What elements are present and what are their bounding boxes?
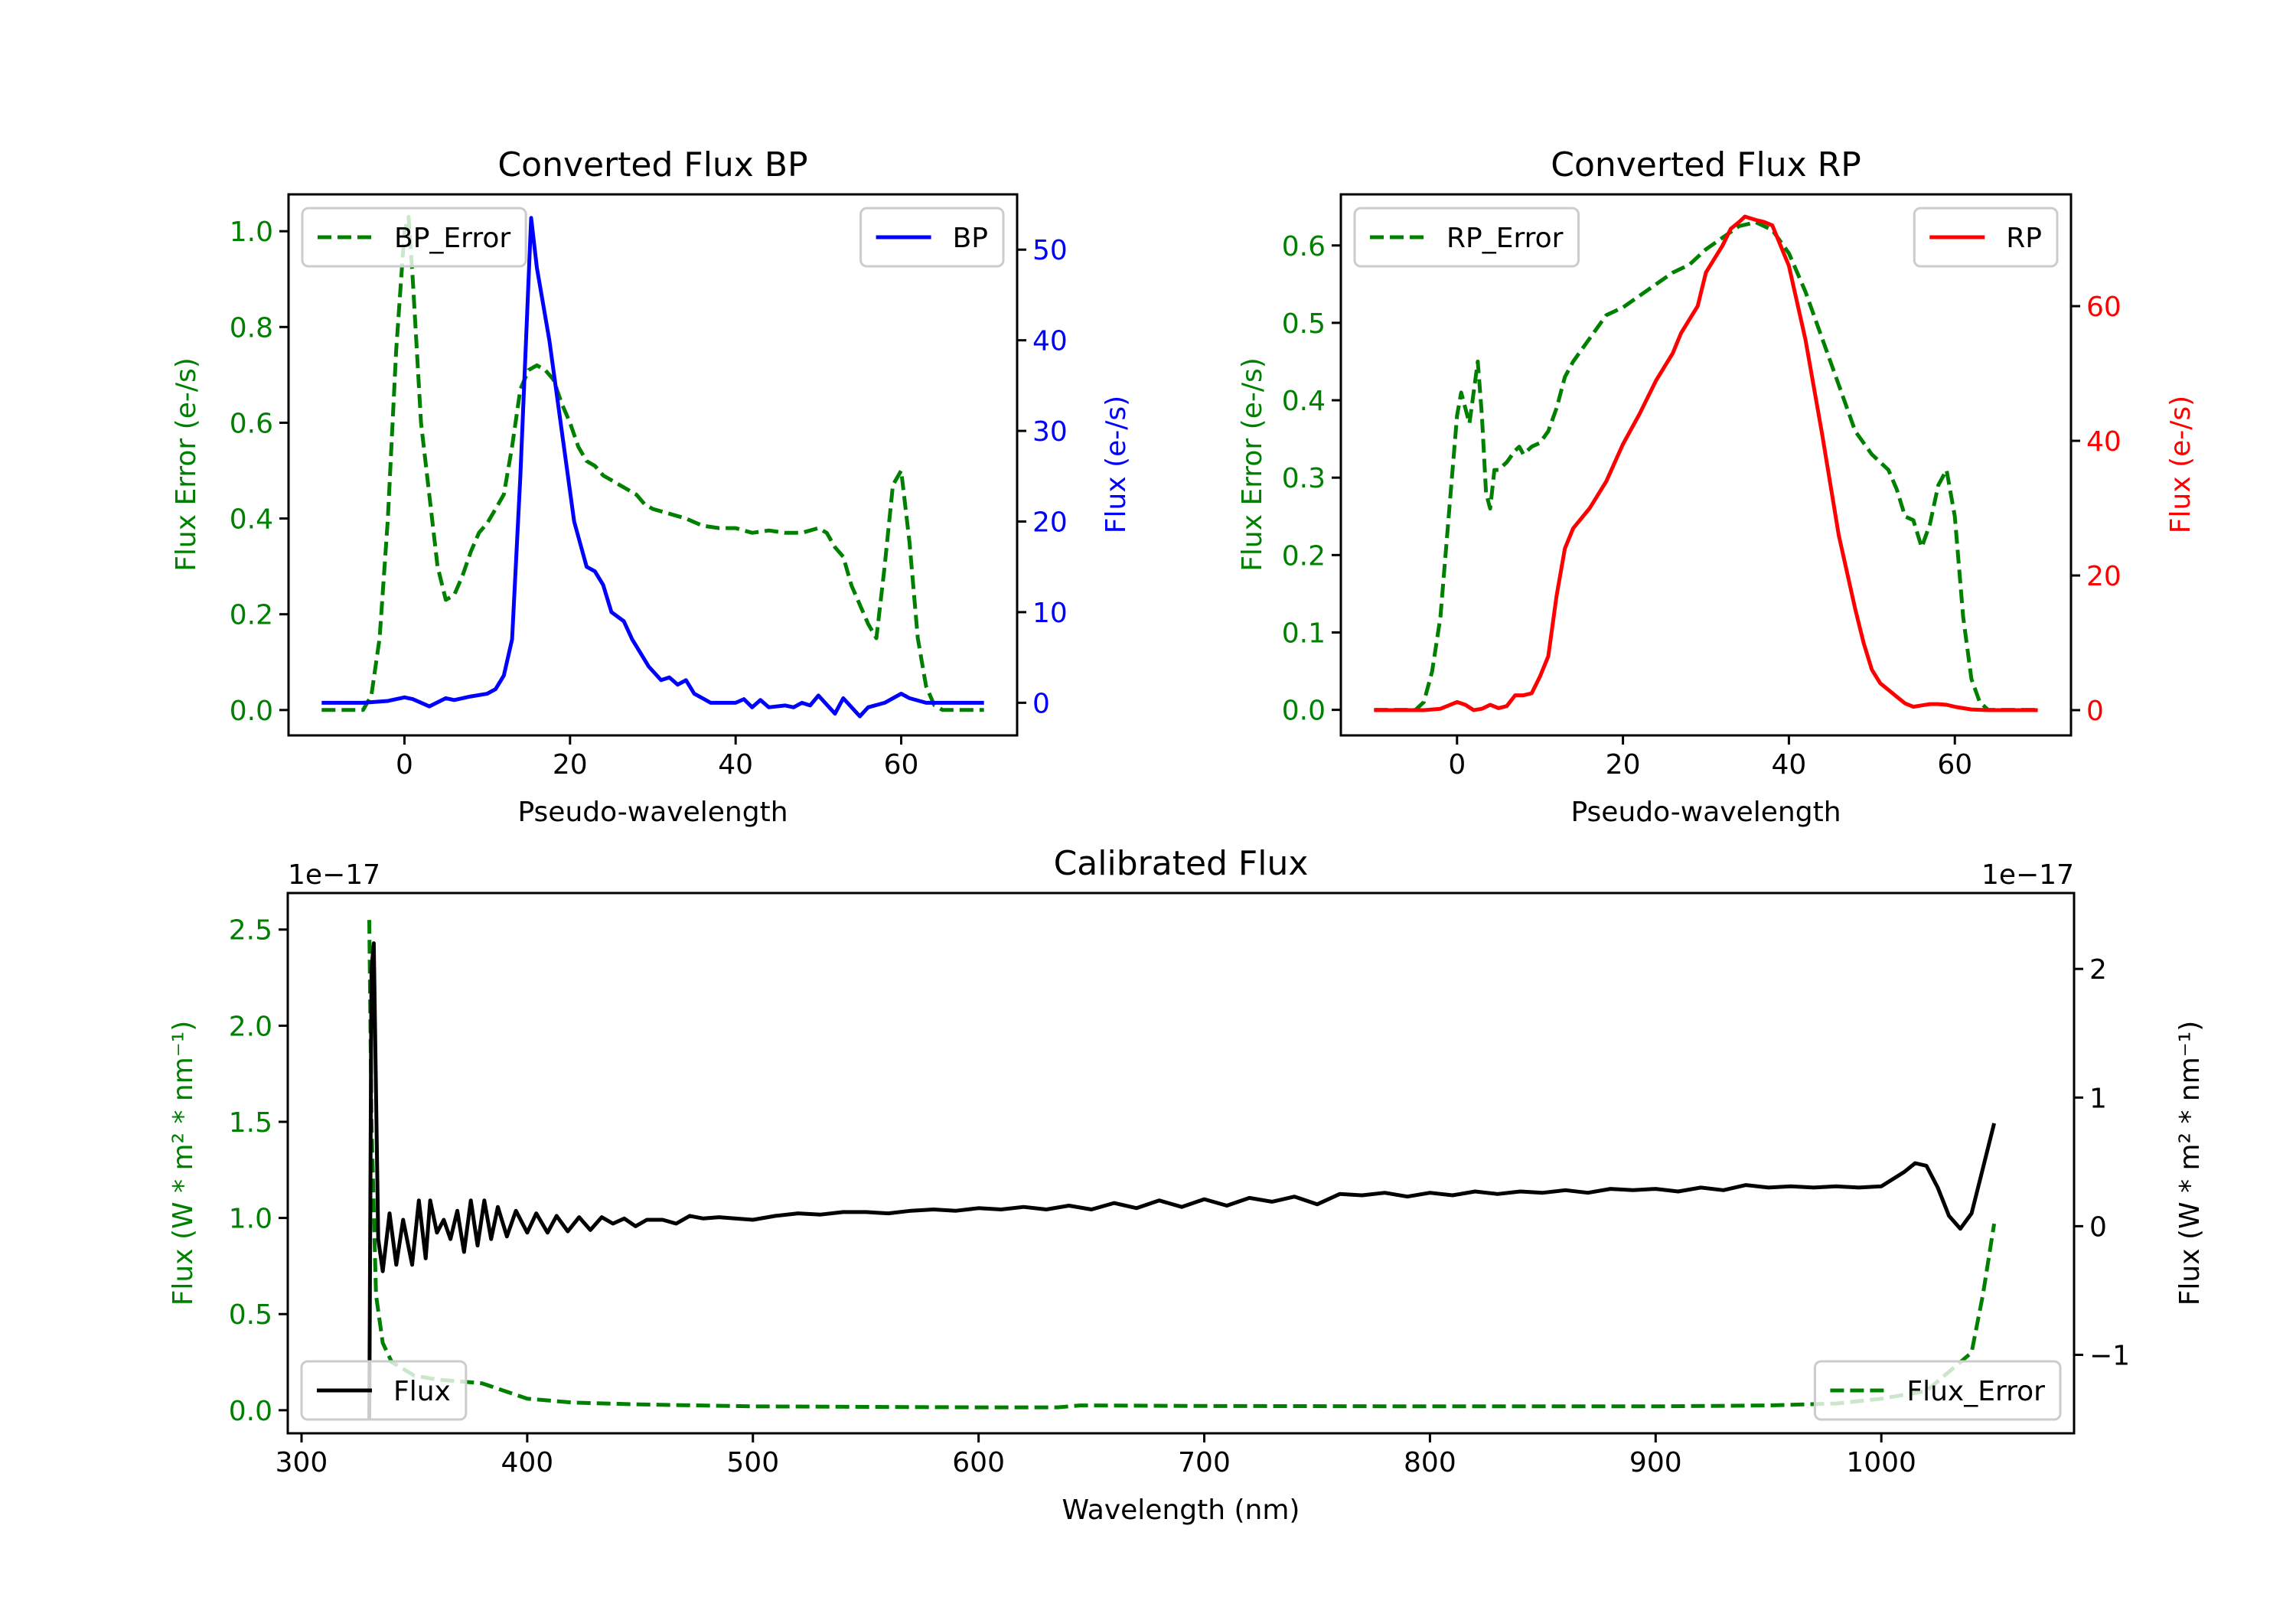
x-tick-label: 20 [1606, 749, 1641, 781]
x-tick-label: 20 [553, 749, 588, 781]
legend-frame [300, 1360, 468, 1421]
legend-bp-error: BP_Error [301, 207, 527, 268]
x-tick-label: 60 [884, 749, 919, 781]
x-tick-label: 800 [1404, 1447, 1456, 1478]
y-left-tick-label: 0.0 [229, 1396, 272, 1427]
legend-label: Flux_Error [1906, 1376, 2045, 1407]
y-left-tick-label: 2.0 [229, 1011, 272, 1042]
y-right-offset-text: 1e−17 [1981, 859, 2074, 891]
y-left-tick-label: 1.0 [229, 1204, 272, 1235]
series-line-bp [321, 216, 984, 719]
calibrated-flux-chart: 300 400 500 600 700 800 900 1000 0.0 0.5 1.0 1.5 2.0… [168, 844, 2206, 1526]
axes-frame [286, 892, 2076, 1435]
x-tick-label: 400 [501, 1447, 554, 1478]
y-left-axis-label: Flux Error (e-/s) [171, 357, 202, 572]
chart-title: Converted Flux BP [497, 145, 807, 184]
x-tick-label: 40 [718, 749, 753, 781]
y-right-axis-label: Flux (e-/s) [1101, 396, 1132, 533]
y-left-tick-label: 0.3 [1282, 463, 1326, 494]
x-tick-label: 900 [1629, 1447, 1682, 1478]
y-right-tick-label: 20 [1032, 507, 1068, 539]
plot-area [1374, 214, 2038, 712]
y-left-tick-label: 0.6 [1282, 231, 1326, 262]
legend-label: RP_Error [1446, 223, 1564, 254]
y-left-tick-label: 1.5 [229, 1107, 272, 1139]
y-right-tick-label: 0 [2089, 1211, 2107, 1243]
y-left-tick-label: 0.2 [230, 600, 273, 631]
legend-bp: BP [859, 207, 1005, 268]
y-left-tick-label: 0.5 [229, 1299, 272, 1331]
bp-flux-chart: 0 20 40 60 0.0 0.2 0.4 0.6 0.8 1.0 0 10 20 30 40 50 Conv… [171, 145, 1132, 828]
chart-title: Converted Flux RP [1551, 145, 1861, 184]
x-tick-label: 0 [396, 749, 413, 781]
legend-frame [1813, 1360, 2062, 1421]
y-left-tick-label: 1.0 [230, 217, 273, 248]
x-tick-label: 40 [1772, 749, 1807, 781]
legend-frame [1353, 207, 1580, 268]
y-right-tick-label: −1 [2089, 1340, 2130, 1371]
y-left-tick-label: 2.5 [229, 915, 272, 947]
series-line-bp-error [321, 214, 984, 712]
series-line-rp-error [1374, 220, 2038, 712]
legend-frame [859, 207, 1005, 268]
x-tick-label: 300 [276, 1447, 328, 1478]
y-right-tick-label: 40 [1032, 326, 1068, 357]
x-axis-label: Wavelength (nm) [1062, 1495, 1300, 1526]
x-tick-label: 0 [1448, 749, 1466, 781]
legend-label: BP [953, 223, 988, 254]
legend-label: BP_Error [394, 223, 510, 254]
legend-rp-error: RP_Error [1353, 207, 1580, 268]
y-left-tick-label: 0.2 [1282, 540, 1326, 572]
y-left-tick-label: 0.4 [1282, 386, 1326, 417]
x-axis-label: Pseudo-wavelength [517, 797, 788, 828]
x-tick-label: 600 [952, 1447, 1005, 1478]
series-line-rp [1374, 214, 2038, 712]
y-left-tick-label: 0.1 [1282, 618, 1326, 649]
x-axis-label: Pseudo-wavelength [1570, 797, 1841, 828]
y-left-tick-label: 0.8 [230, 312, 273, 344]
y-right-axis-label: Flux (W * m² * nm⁻¹) [2174, 1021, 2206, 1306]
y-right-tick-label: 0 [2086, 696, 2104, 727]
axes-frame [1339, 193, 2073, 737]
legend-frame [301, 207, 527, 268]
legend-rp: RP [1913, 207, 2059, 268]
y-right-tick-label: 20 [2086, 561, 2122, 592]
y-left-tick-label: 0.4 [230, 504, 273, 536]
y-right-axis-label: Flux (e-/s) [2165, 396, 2197, 533]
y-left-axis-label: Flux Error (e-/s) [1237, 357, 1268, 572]
y-right-tick-label: 1 [2089, 1083, 2107, 1114]
y-left-offset-text: 1e−17 [288, 859, 380, 891]
plot-area [321, 214, 984, 719]
y-right-tick-label: 30 [1032, 416, 1068, 448]
x-tick-label: 60 [1937, 749, 1972, 781]
x-tick-label: 700 [1178, 1447, 1231, 1478]
y-right-tick-label: 60 [2086, 292, 2122, 323]
y-right-tick-label: 50 [1032, 235, 1068, 266]
y-right-tick-label: 40 [2086, 426, 2122, 458]
rp-flux-chart: 0 20 40 60 0.0 0.1 0.2 0.3 0.4 0.5 0.6 0 20 40 60 Conve… [1237, 145, 2197, 828]
y-left-tick-label: 0.5 [1282, 308, 1326, 340]
y-right-tick-label: 0 [1032, 688, 1050, 719]
chart-title: Calibrated Flux [1054, 844, 1309, 883]
legend-flux-error: Flux_Error [1813, 1360, 2062, 1421]
y-left-axis-label: Flux (W * m² * nm⁻¹) [168, 1021, 199, 1306]
x-tick-label: 500 [726, 1447, 779, 1478]
legend-label: Flux [393, 1376, 451, 1407]
series-line-flux [367, 941, 1997, 1420]
legend-frame [1913, 207, 2059, 268]
axes-frame [287, 193, 1019, 737]
y-left-tick-label: 0.0 [230, 696, 273, 727]
y-right-tick-label: 2 [2089, 954, 2107, 986]
y-right-tick-label: 10 [1032, 598, 1068, 629]
y-left-tick-label: 0.0 [1282, 696, 1326, 727]
x-tick-label: 1000 [1846, 1447, 1916, 1478]
legend-flux: Flux [300, 1360, 468, 1421]
y-left-tick-label: 0.6 [230, 408, 273, 439]
legend-label: RP [2006, 223, 2042, 254]
